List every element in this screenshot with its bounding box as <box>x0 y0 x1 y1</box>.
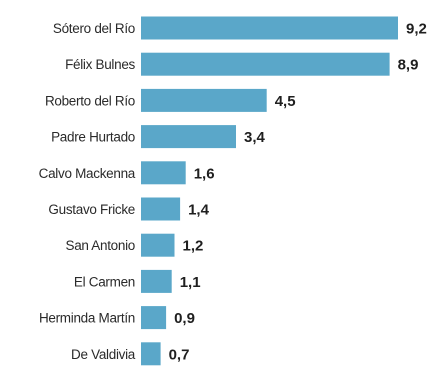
bar <box>141 125 236 149</box>
bar <box>141 197 181 221</box>
category-label: De Valdivia <box>71 347 136 362</box>
value-label: 3,4 <box>244 129 266 146</box>
category-label: Félix Bulnes <box>65 57 135 72</box>
bar <box>141 342 161 366</box>
bar <box>141 161 186 185</box>
value-labels: 9,2 8,9 4,5 3,4 1,6 1,4 1,2 1,1 0,9 0,7 <box>169 21 427 364</box>
value-label: 0,9 <box>174 310 195 327</box>
bar <box>141 233 175 257</box>
value-label: 1,4 <box>188 202 210 219</box>
value-label: 8,9 <box>398 57 419 74</box>
category-label: Sótero del Río <box>53 21 135 36</box>
category-label: Roberto del Río <box>45 93 135 108</box>
value-label: 1,1 <box>180 274 201 291</box>
bar <box>141 52 390 76</box>
bar <box>141 306 167 330</box>
bar <box>141 16 398 40</box>
category-labels: Sótero del Río Félix Bulnes Roberto del Rí… <box>39 21 136 362</box>
category-label: San Antonio <box>65 238 135 253</box>
bars-group <box>141 16 398 366</box>
bar <box>141 88 267 112</box>
category-label: Calvo Mackenna <box>39 166 136 181</box>
category-label: El Carmen <box>74 274 135 289</box>
category-label: Herminda Martín <box>39 311 135 326</box>
value-label: 0,7 <box>169 346 190 363</box>
category-label: Gustavo Fricke <box>48 202 135 217</box>
category-label: Padre Hurtado <box>51 130 135 145</box>
value-label: 4,5 <box>275 93 296 110</box>
bar <box>141 269 172 293</box>
value-label: 9,2 <box>406 21 427 38</box>
value-label: 1,2 <box>183 238 204 255</box>
value-label: 1,6 <box>194 165 215 182</box>
